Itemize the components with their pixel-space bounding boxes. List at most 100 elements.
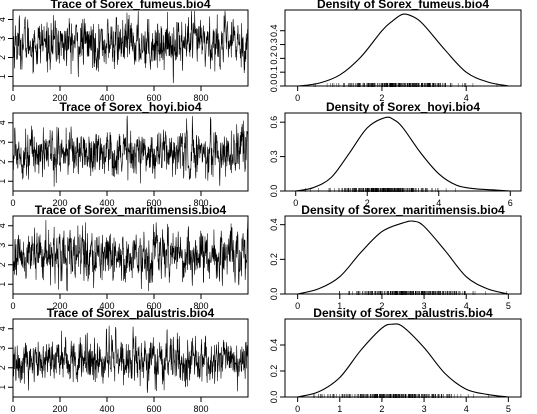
x-tick-label: 4 xyxy=(464,404,469,414)
trace-line xyxy=(12,325,249,393)
x-tick-label: 2 xyxy=(379,404,384,414)
plot-frame xyxy=(284,215,522,295)
x-tick-label: 6 xyxy=(508,198,513,208)
y-tick-label: 4 xyxy=(0,120,7,125)
x-tick-label: 2 xyxy=(379,93,384,103)
y-tick-label: 2 xyxy=(0,262,7,267)
x-tick-label: 600 xyxy=(146,198,161,208)
rug-marks xyxy=(305,188,456,192)
panel-title: Trace of Sorex_palustris.bio4 xyxy=(47,306,215,320)
y-tick-label: 0.4 xyxy=(269,218,279,231)
x-tick-label: 600 xyxy=(146,301,161,311)
x-tick-label: 4 xyxy=(464,93,469,103)
y-tick-label: 2 xyxy=(0,159,7,164)
rug-marks xyxy=(313,394,489,398)
y-tick-label: 0.3 xyxy=(269,38,279,51)
x-tick-label: 0 xyxy=(293,198,298,208)
y-tick-label: 4 xyxy=(0,17,7,22)
y-tick-label: 1 xyxy=(0,282,7,287)
density-curve xyxy=(297,220,509,295)
panel-title: Trace of Sorex_maritimensis.bio4 xyxy=(35,203,227,217)
x-tick-label: 200 xyxy=(52,404,67,414)
y-tick-label: 4 xyxy=(0,326,7,331)
y-tick-label: 3 xyxy=(0,36,7,41)
x-tick-label: 400 xyxy=(99,198,114,208)
y-tick-label: 0.0 xyxy=(269,185,279,198)
trace-line xyxy=(12,115,249,187)
x-tick-label: 600 xyxy=(146,93,161,103)
panel-2: Density of Sorex_fumeus.bio4 0 2 4 0.00.10.2… xyxy=(269,0,522,103)
x-tick-label: 2 xyxy=(379,301,384,311)
y-tick-label: 0.6 xyxy=(269,116,279,129)
x-tick-label: 0 xyxy=(10,404,15,414)
x-tick-label: 600 xyxy=(146,404,161,414)
panel-8: Density of Sorex_palustris.bio4 0 1 2 3 4 5 0.0… xyxy=(269,306,522,414)
y-tick-label: 3 xyxy=(0,346,7,351)
panel-title: Density of Sorex_palustris.bio4 xyxy=(313,306,493,320)
plot-frame xyxy=(284,318,522,398)
y-tick-label: 0.3 xyxy=(269,150,279,163)
y-tick-label: 3 xyxy=(0,243,7,248)
plot-frame xyxy=(284,112,522,192)
y-tick-label: 3 xyxy=(0,140,7,145)
y-tick-label: 0.4 xyxy=(269,24,279,37)
rug-marks xyxy=(339,291,507,295)
panel-3: Trace of Sorex_hoyi.bio4 0 200 400 600 800 1 2 3… xyxy=(0,100,249,208)
x-tick-label: 4 xyxy=(464,301,469,311)
panel-title: Density of Sorex_maritimensis.bio4 xyxy=(301,203,505,217)
panel-6: Density of Sorex_maritimensis.bio4 0 1 2 3 4 5… xyxy=(269,203,522,311)
y-tick-label: 0.0 xyxy=(269,391,279,404)
y-tick-label: 0.0 xyxy=(269,80,279,93)
x-tick-label: 800 xyxy=(193,198,208,208)
y-tick-label: 0.2 xyxy=(269,365,279,378)
x-tick-label: 200 xyxy=(52,93,67,103)
y-tick-label: 0.2 xyxy=(269,253,279,266)
y-tick-label: 2 xyxy=(0,365,7,370)
y-tick-label: 1 xyxy=(0,179,7,184)
x-tick-label: 0 xyxy=(10,301,15,311)
y-tick-label: 2 xyxy=(0,55,7,60)
trace-line xyxy=(12,10,249,84)
panel-4: Density of Sorex_hoyi.bio4 0 2 4 6 0.0 0.3 0.6 xyxy=(269,100,522,208)
x-tick-label: 0 xyxy=(10,93,15,103)
x-tick-label: 200 xyxy=(52,198,67,208)
x-tick-label: 800 xyxy=(193,93,208,103)
x-tick-label: 800 xyxy=(193,301,208,311)
x-tick-label: 1 xyxy=(337,301,342,311)
panel-title: Trace of Sorex_fumeus.bio4 xyxy=(50,0,210,11)
plot-frame xyxy=(12,318,249,398)
x-tick-label: 200 xyxy=(52,301,67,311)
density-curve xyxy=(297,13,509,87)
plot-frame xyxy=(12,9,249,87)
x-tick-label: 5 xyxy=(506,404,511,414)
x-tick-label: 2 xyxy=(365,198,370,208)
y-tick-label: 0.4 xyxy=(269,339,279,352)
x-tick-label: 4 xyxy=(436,198,441,208)
x-tick-label: 0 xyxy=(295,404,300,414)
panel-1: Trace of Sorex_fumeus.bio4 0 200 400 600 800 1… xyxy=(0,0,249,103)
x-tick-label: 0 xyxy=(10,198,15,208)
x-tick-label: 3 xyxy=(422,301,427,311)
x-tick-label: 400 xyxy=(99,404,114,414)
rug-marks xyxy=(313,83,498,87)
x-tick-label: 0 xyxy=(295,93,300,103)
y-tick-label: 0.0 xyxy=(269,288,279,301)
panel-5: Trace of Sorex_maritimensis.bio4 0 200 400 6… xyxy=(0,203,249,311)
x-tick-label: 1 xyxy=(337,404,342,414)
x-tick-label: 0 xyxy=(295,301,300,311)
y-tick-label: 1 xyxy=(0,385,7,390)
panel-title: Trace of Sorex_hoyi.bio4 xyxy=(59,100,201,114)
x-tick-label: 5 xyxy=(506,301,511,311)
plot-frame xyxy=(12,215,249,295)
panel-title: Density of Sorex_fumeus.bio4 xyxy=(317,0,489,11)
plot-frame xyxy=(284,9,522,87)
density-curve xyxy=(297,323,509,398)
y-tick-label: 0.2 xyxy=(269,52,279,65)
x-tick-label: 400 xyxy=(99,93,114,103)
panel-7: Trace of Sorex_palustris.bio4 0 200 400 600 8… xyxy=(0,306,249,414)
y-tick-label: 0.1 xyxy=(269,66,279,79)
y-tick-label: 4 xyxy=(0,223,7,228)
panel-title: Density of Sorex_hoyi.bio4 xyxy=(326,100,480,114)
x-tick-label: 400 xyxy=(99,301,114,311)
